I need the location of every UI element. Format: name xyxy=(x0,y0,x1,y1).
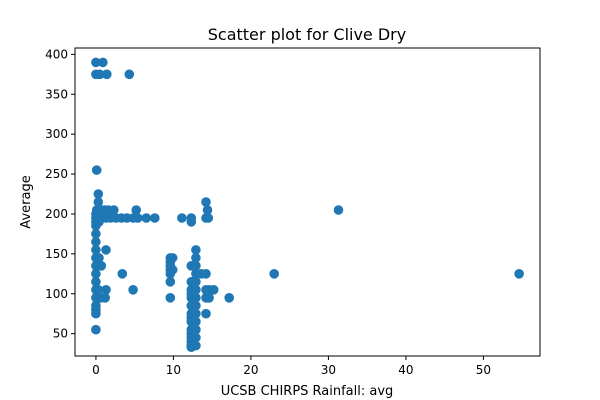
data-point-88 xyxy=(191,285,201,295)
y-tick-label: 400 xyxy=(45,47,68,61)
x-tick-label: 0 xyxy=(92,363,100,377)
data-point-51 xyxy=(100,293,110,303)
data-point-64 xyxy=(165,293,176,303)
data-point-6 xyxy=(91,165,102,175)
y-tick-label: 300 xyxy=(45,127,68,141)
data-point-97 xyxy=(201,197,211,207)
points-layer xyxy=(91,57,524,353)
data-point-46 xyxy=(93,285,104,295)
data-point-94 xyxy=(191,332,201,343)
data-point-65 xyxy=(177,213,187,223)
data-point-106 xyxy=(204,293,214,303)
data-point-34 xyxy=(91,229,101,239)
data-point-33 xyxy=(91,221,101,231)
data-point-84 xyxy=(191,253,201,263)
data-point-0 xyxy=(91,57,101,68)
data-point-8 xyxy=(93,197,104,207)
data-point-36 xyxy=(91,245,101,255)
x-tick-label: 10 xyxy=(166,363,181,377)
data-point-48 xyxy=(128,285,138,295)
y-tick-label: 50 xyxy=(53,327,68,341)
data-point-98 xyxy=(202,205,213,215)
data-point-30 xyxy=(150,213,160,223)
data-point-95 xyxy=(191,340,201,351)
data-point-91 xyxy=(191,308,201,319)
data-point-101 xyxy=(201,269,211,279)
data-point-5 xyxy=(124,69,135,80)
data-point-35 xyxy=(91,237,101,247)
data-point-104 xyxy=(208,285,219,295)
data-point-107 xyxy=(201,308,211,319)
data-point-83 xyxy=(191,245,201,255)
data-point-110 xyxy=(333,205,344,215)
data-point-41 xyxy=(96,261,107,271)
data-point-15 xyxy=(131,205,141,215)
y-tick-label: 250 xyxy=(45,167,68,181)
data-point-87 xyxy=(191,277,201,287)
y-tick-label: 350 xyxy=(45,87,68,101)
x-axis-label: UCSB CHIRPS Rainfall: avg xyxy=(221,384,394,399)
data-point-47 xyxy=(101,285,111,295)
data-point-85 xyxy=(191,261,201,271)
x-tick-label: 40 xyxy=(398,363,413,377)
data-point-4 xyxy=(102,69,112,80)
y-tick-label: 200 xyxy=(45,207,68,221)
data-point-29 xyxy=(141,213,152,223)
data-point-63 xyxy=(165,277,176,287)
data-point-54 xyxy=(91,304,101,315)
data-point-42 xyxy=(91,269,101,279)
data-point-1 xyxy=(98,57,108,68)
data-point-92 xyxy=(191,316,201,327)
x-tick-label: 20 xyxy=(243,363,258,377)
y-tick-label: 150 xyxy=(45,247,68,261)
data-point-108 xyxy=(224,293,234,303)
data-point-3 xyxy=(95,69,105,80)
data-point-67 xyxy=(186,217,197,227)
y-tick-label: 100 xyxy=(45,287,68,301)
ticks-layer: 0 10 20 30 40 50 50 100 150 200 250 300 350 400 xyxy=(45,47,491,377)
plot-frame xyxy=(74,47,541,357)
x-tick-label: 30 xyxy=(321,363,336,377)
data-point-89 xyxy=(191,293,201,303)
data-point-93 xyxy=(191,324,201,335)
data-point-39 xyxy=(94,253,104,263)
y-axis-label: Average xyxy=(19,175,34,228)
x-tick-label: 50 xyxy=(476,363,491,377)
data-point-90 xyxy=(191,300,201,311)
data-point-100 xyxy=(203,213,214,223)
data-point-43 xyxy=(117,269,128,279)
data-point-109 xyxy=(269,269,280,279)
data-point-44 xyxy=(91,277,101,287)
data-point-62 xyxy=(165,269,176,279)
data-point-55 xyxy=(91,324,101,335)
data-point-7 xyxy=(93,189,104,199)
data-point-14 xyxy=(109,205,119,215)
data-point-28 xyxy=(133,213,143,223)
data-point-111 xyxy=(514,269,524,279)
data-point-37 xyxy=(101,245,111,255)
chart-title: Scatter plot for Clive Dry xyxy=(208,25,406,44)
